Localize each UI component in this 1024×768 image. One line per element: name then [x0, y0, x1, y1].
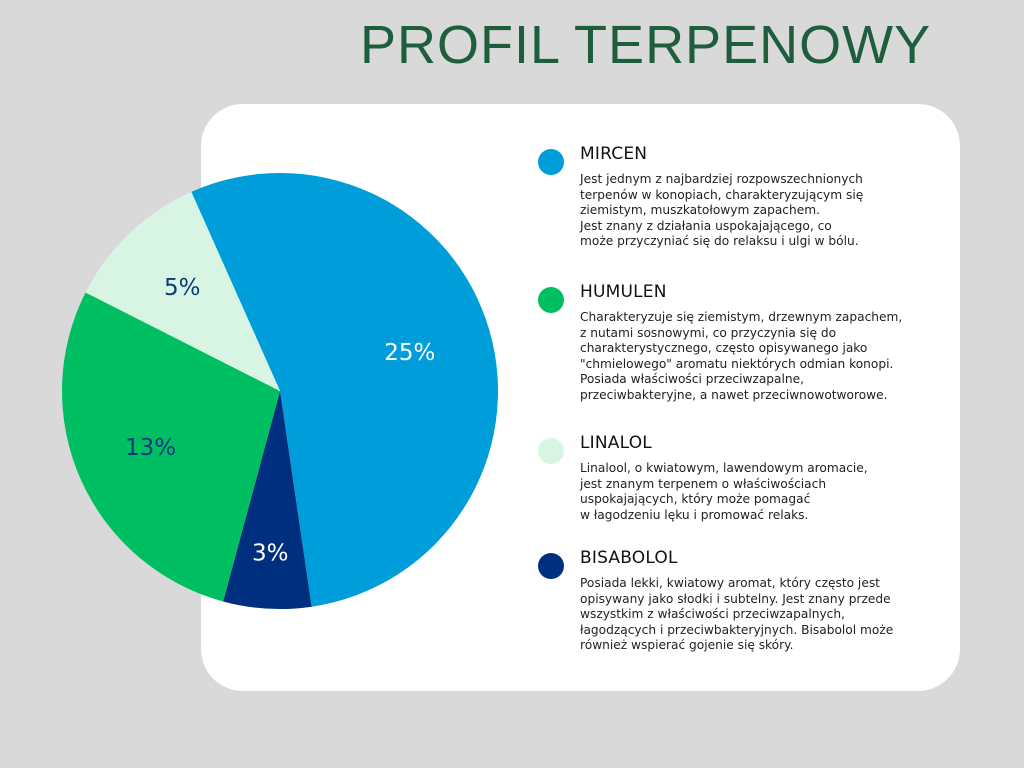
legend-dot-linalol [538, 438, 564, 464]
pie-label-linalol: 5% [164, 275, 201, 301]
legend-dot-mircen [538, 149, 564, 175]
pie-label-bisabolol: 3% [252, 541, 289, 567]
legend-desc-humulen: Charakteryzuje się ziemistym, drzewnym z… [580, 310, 903, 402]
page-title: PROFIL TERPENOWY [360, 15, 932, 75]
pie-slice-linalol [85, 191, 280, 391]
legend-dot-bisabolol [538, 553, 564, 579]
legend-name-linalol: LINALOL [580, 433, 652, 453]
legend-name-mircen: MIRCEN [580, 144, 648, 164]
pie-label-mircen: 25% [384, 340, 435, 366]
legend-name-bisabolol: BISABOLOL [580, 548, 678, 568]
pie-slice-bisabolol [223, 391, 312, 609]
pie-slice-humulen [62, 292, 280, 602]
pie-label-humulen: 13% [125, 435, 176, 461]
legend-name-humulen: HUMULEN [580, 282, 667, 302]
legend-desc-mircen: Jest jednym z najbardziej rozpowszechnio… [580, 172, 864, 249]
legend-desc-linalol: Linalool, o kwiatowym, lawendowym aromac… [580, 461, 868, 522]
legend-desc-bisabolol: Posiada lekki, kwiatowy aromat, który cz… [580, 576, 894, 653]
pie-slice-mircen [191, 172, 499, 607]
legend-dot-humulen [538, 287, 564, 313]
